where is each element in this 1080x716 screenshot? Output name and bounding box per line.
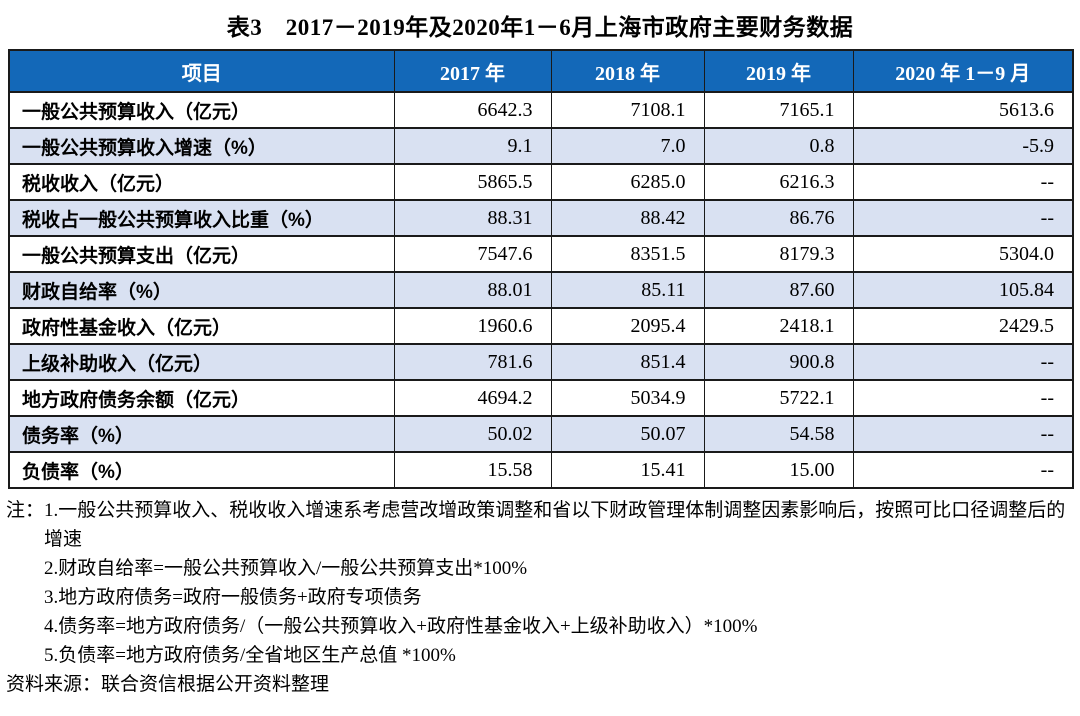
table-row: 上级补助收入（亿元） 781.6 851.4 900.8 --	[8, 343, 1074, 381]
financial-table: 项目 2017 年 2018 年 2019 年 2020 年 1－9 月 一般公共预算收…	[8, 49, 1074, 489]
table-row: 债务率（%） 50.02 50.07 54.58 --	[8, 415, 1074, 453]
cell-value: 88.01	[393, 271, 552, 309]
cell-value: 7.0	[550, 127, 705, 165]
cell-value: --	[852, 163, 1074, 201]
cell-value: 105.84	[852, 271, 1074, 309]
row-label: 负债率（%）	[8, 451, 395, 489]
note-item: 1.一般公共预算收入、税收收入增速系考虑营改增政策调整和省以下财政管理体制调整因…	[44, 500, 1066, 550]
table-row: 地方政府债务余额（亿元） 4694.2 5034.9 5722.1 --	[8, 379, 1074, 417]
cell-value: --	[852, 415, 1074, 453]
cell-value: 8179.3	[703, 235, 854, 273]
table-row: 财政自给率（%） 88.01 85.11 87.60 105.84	[8, 271, 1074, 309]
note-item: 2.财政自给率=一般公共预算收入/一般公共预算支出*100%	[44, 558, 528, 579]
row-label: 税收收入（亿元）	[8, 163, 395, 201]
cell-value: 5613.6	[852, 91, 1074, 129]
header-cell-year: 2019 年	[703, 49, 854, 93]
notes-label: 注：	[6, 500, 45, 521]
header-cell-year: 2017 年	[393, 49, 552, 93]
cell-value: --	[852, 343, 1074, 381]
cell-value: 7165.1	[703, 91, 854, 129]
row-label: 上级补助收入（亿元）	[8, 343, 395, 381]
header-cell-item: 项目	[8, 49, 395, 93]
row-label: 一般公共预算支出（亿元）	[8, 235, 395, 273]
cell-value: 781.6	[393, 343, 552, 381]
cell-value: 8351.5	[550, 235, 705, 273]
row-label: 一般公共预算收入（亿元）	[8, 91, 395, 129]
cell-value: 1960.6	[393, 307, 552, 345]
cell-value: 54.58	[703, 415, 854, 453]
notes-list: 1.一般公共预算收入、税收收入增速系考虑营改增政策调整和省以下财政管理体制调整因…	[44, 496, 1070, 670]
cell-value: 7108.1	[550, 91, 705, 129]
cell-value: 9.1	[393, 127, 552, 165]
source-line: 资料来源：联合资信根据公开资料整理	[6, 674, 330, 695]
row-label: 政府性基金收入（亿元）	[8, 307, 395, 345]
page: 表3 2017－2019年及2020年1－6月上海市政府主要财务数据 项目 201…	[0, 8, 1080, 716]
cell-value: 5865.5	[393, 163, 552, 201]
table-row: 一般公共预算支出（亿元） 7547.6 8351.5 8179.3 5304.0	[8, 235, 1074, 273]
cell-value: -5.9	[852, 127, 1074, 165]
cell-value: 50.07	[550, 415, 705, 453]
header-cell-year: 2018 年	[550, 49, 705, 93]
notes-section: 注： 1.一般公共预算收入、税收收入增速系考虑营改增政策调整和省以下财政管理体制…	[6, 496, 1070, 670]
cell-value: 15.41	[550, 451, 705, 489]
table-row: 一般公共预算收入（亿元） 6642.3 7108.1 7165.1 5613.6	[8, 91, 1074, 129]
cell-value: 85.11	[550, 271, 705, 309]
cell-value: 88.42	[550, 199, 705, 237]
cell-value: 2429.5	[852, 307, 1074, 345]
cell-value: 15.58	[393, 451, 552, 489]
cell-value: 87.60	[703, 271, 854, 309]
cell-value: --	[852, 379, 1074, 417]
cell-value: 6642.3	[393, 91, 552, 129]
row-label: 债务率（%）	[8, 415, 395, 453]
cell-value: 2418.1	[703, 307, 854, 345]
cell-value: 5034.9	[550, 379, 705, 417]
table-row: 税收占一般公共预算收入比重（%） 88.31 88.42 86.76 --	[8, 199, 1074, 237]
header-cell-year: 2020 年 1－9 月	[852, 49, 1074, 93]
table-row: 政府性基金收入（亿元） 1960.6 2095.4 2418.1 2429.5	[8, 307, 1074, 345]
cell-value: 7547.6	[393, 235, 552, 273]
cell-value: 900.8	[703, 343, 854, 381]
note-item: 5.负债率=地方政府债务/全省地区生产总值 *100%	[44, 645, 456, 666]
table-row: 税收收入（亿元） 5865.5 6285.0 6216.3 --	[8, 163, 1074, 201]
cell-value: --	[852, 199, 1074, 237]
cell-value: 86.76	[703, 199, 854, 237]
header-row: 项目 2017 年 2018 年 2019 年 2020 年 1－9 月	[8, 49, 1074, 93]
cell-value: 50.02	[393, 415, 552, 453]
row-label: 财政自给率（%）	[8, 271, 395, 309]
table-row: 负债率（%） 15.58 15.41 15.00 --	[8, 451, 1074, 489]
cell-value: 4694.2	[393, 379, 552, 417]
cell-value: 5304.0	[852, 235, 1074, 273]
cell-value: 0.8	[703, 127, 854, 165]
cell-value: 5722.1	[703, 379, 854, 417]
note-item: 3.地方政府债务=政府一般债务+政府专项债务	[44, 587, 422, 608]
cell-value: 6285.0	[550, 163, 705, 201]
cell-value: 15.00	[703, 451, 854, 489]
row-label: 一般公共预算收入增速（%）	[8, 127, 395, 165]
cell-value: 6216.3	[703, 163, 854, 201]
cell-value: 88.31	[393, 199, 552, 237]
cell-value: --	[852, 451, 1074, 489]
table-title: 表3 2017－2019年及2020年1－6月上海市政府主要财务数据	[226, 15, 854, 40]
row-label: 地方政府债务余额（亿元）	[8, 379, 395, 417]
table-row: 一般公共预算收入增速（%） 9.1 7.0 0.8 -5.9	[8, 127, 1074, 165]
row-label: 税收占一般公共预算收入比重（%）	[8, 199, 395, 237]
cell-value: 851.4	[550, 343, 705, 381]
note-item: 4.债务率=地方政府债务/（一般公共预算收入+政府性基金收入+上级补助收入）*1…	[44, 616, 758, 637]
table-body: 一般公共预算收入（亿元） 6642.3 7108.1 7165.1 5613.6 一般公共…	[8, 91, 1074, 489]
cell-value: 2095.4	[550, 307, 705, 345]
